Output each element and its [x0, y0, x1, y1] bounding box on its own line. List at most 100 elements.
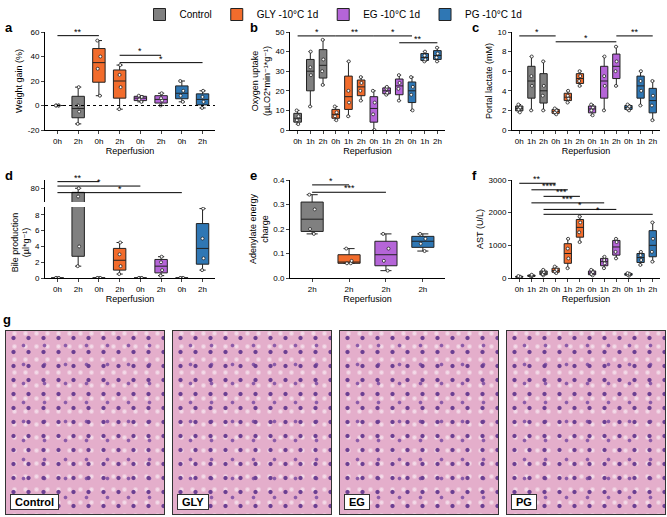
- svg-text:0.2: 0.2: [273, 225, 285, 234]
- svg-text:2h: 2h: [612, 285, 621, 294]
- svg-text:2h: 2h: [381, 285, 390, 294]
- svg-text:*: *: [329, 176, 333, 186]
- svg-text:0.3: 0.3: [273, 200, 285, 209]
- svg-text:0h: 0h: [408, 137, 417, 146]
- svg-text:Adenylate energycharge: Adenylate energycharge: [248, 193, 270, 264]
- svg-text:8: 8: [502, 47, 507, 56]
- svg-text:2h: 2h: [433, 137, 442, 146]
- svg-text:2h: 2h: [612, 137, 621, 146]
- svg-text:8: 8: [35, 211, 40, 220]
- svg-text:2h: 2h: [157, 137, 166, 146]
- svg-text:1h: 1h: [600, 137, 609, 146]
- svg-text:*: *: [118, 184, 122, 194]
- svg-text:2: 2: [502, 106, 507, 115]
- svg-text:GLY -10°C 1d: GLY -10°C 1d: [257, 9, 318, 20]
- svg-text:0h: 0h: [624, 285, 633, 294]
- svg-text:1000: 1000: [489, 241, 507, 250]
- svg-text:0h: 0h: [624, 137, 633, 146]
- svg-text:e: e: [250, 168, 257, 183]
- svg-text:0h: 0h: [53, 285, 62, 294]
- svg-text:2h: 2h: [357, 137, 366, 146]
- svg-text:0.0: 0.0: [273, 274, 285, 283]
- svg-text:Reperfusion: Reperfusion: [106, 294, 155, 304]
- svg-text:**: **: [74, 173, 82, 183]
- svg-text:*: *: [578, 200, 582, 210]
- svg-text:0h: 0h: [588, 285, 597, 294]
- svg-text:1h: 1h: [420, 137, 429, 146]
- svg-text:0: 0: [502, 126, 507, 135]
- svg-text:Reperfusion: Reperfusion: [106, 146, 155, 156]
- svg-text:2h: 2h: [345, 285, 354, 294]
- svg-text:2h: 2h: [539, 285, 548, 294]
- svg-text:0h: 0h: [94, 285, 103, 294]
- svg-text:*: *: [391, 27, 395, 37]
- svg-text:80: 80: [30, 184, 39, 193]
- svg-text:0h: 0h: [53, 137, 62, 146]
- svg-text:2h: 2h: [575, 285, 584, 294]
- svg-text:EG -10°C 1d: EG -10°C 1d: [363, 9, 420, 20]
- svg-text:Oxygen uptake(µLO2*min⁻¹*g⁻¹): Oxygen uptake(µLO2*min⁻¹*g⁻¹): [250, 46, 272, 116]
- svg-text:1h: 1h: [636, 137, 645, 146]
- svg-text:2h: 2h: [308, 285, 317, 294]
- svg-text:*: *: [315, 27, 319, 37]
- svg-text:0h: 0h: [136, 285, 145, 294]
- svg-text:***: ***: [562, 194, 573, 204]
- svg-text:0h: 0h: [369, 137, 378, 146]
- svg-text:6: 6: [502, 67, 507, 76]
- svg-text:0: 0: [502, 274, 507, 283]
- svg-text:a: a: [5, 20, 13, 35]
- svg-text:*: *: [97, 177, 101, 187]
- svg-text:Control: Control: [180, 9, 212, 20]
- svg-text:AST (U/L): AST (U/L): [475, 209, 485, 249]
- svg-text:40: 40: [30, 52, 39, 61]
- svg-text:2h: 2h: [648, 137, 657, 146]
- svg-text:*: *: [159, 54, 163, 64]
- svg-text:10: 10: [497, 28, 506, 37]
- svg-text:0h: 0h: [551, 137, 560, 146]
- svg-text:2h: 2h: [157, 285, 166, 294]
- svg-text:1h: 1h: [563, 137, 572, 146]
- svg-text:*: *: [596, 205, 600, 215]
- svg-text:2h: 2h: [198, 285, 207, 294]
- svg-text:20: 20: [30, 77, 39, 86]
- svg-text:0: 0: [35, 101, 40, 110]
- svg-text:**: **: [74, 27, 82, 37]
- svg-text:*: *: [535, 27, 539, 37]
- svg-text:0: 0: [35, 274, 40, 283]
- svg-text:50: 50: [275, 28, 284, 37]
- svg-text:0: 0: [280, 126, 285, 135]
- svg-text:2: 2: [35, 258, 40, 267]
- svg-text:Reperfusion: Reperfusion: [562, 294, 611, 304]
- svg-text:1h: 1h: [344, 137, 353, 146]
- svg-text:2h: 2h: [648, 285, 657, 294]
- svg-text:3000: 3000: [489, 176, 507, 185]
- svg-text:b: b: [250, 20, 258, 35]
- svg-text:0h: 0h: [293, 137, 302, 146]
- svg-text:**: **: [631, 27, 639, 37]
- svg-text:1h: 1h: [382, 137, 391, 146]
- svg-text:2h: 2h: [575, 137, 584, 146]
- svg-text:2h: 2h: [319, 137, 328, 146]
- svg-text:0h: 0h: [515, 285, 524, 294]
- svg-text:0.1: 0.1: [273, 249, 285, 258]
- svg-text:**: **: [533, 174, 541, 184]
- svg-text:*: *: [584, 33, 588, 43]
- svg-text:0h: 0h: [331, 137, 340, 146]
- svg-text:0.4: 0.4: [273, 176, 285, 185]
- svg-text:1h: 1h: [636, 285, 645, 294]
- svg-text:f: f: [472, 168, 477, 183]
- svg-text:0h: 0h: [515, 137, 524, 146]
- svg-text:2h: 2h: [418, 285, 427, 294]
- svg-text:40: 40: [275, 47, 284, 56]
- svg-text:0h: 0h: [94, 137, 103, 146]
- svg-text:***: ***: [556, 187, 567, 197]
- svg-text:60: 60: [30, 28, 39, 37]
- svg-text:0h: 0h: [551, 285, 560, 294]
- svg-text:4: 4: [502, 87, 507, 96]
- svg-text:-20: -20: [28, 126, 40, 135]
- svg-text:c: c: [472, 20, 479, 35]
- svg-text:2h: 2h: [74, 137, 83, 146]
- svg-text:1h: 1h: [563, 285, 572, 294]
- svg-text:2h: 2h: [115, 285, 124, 294]
- svg-text:Portal lactate (mM): Portal lactate (mM): [484, 43, 494, 119]
